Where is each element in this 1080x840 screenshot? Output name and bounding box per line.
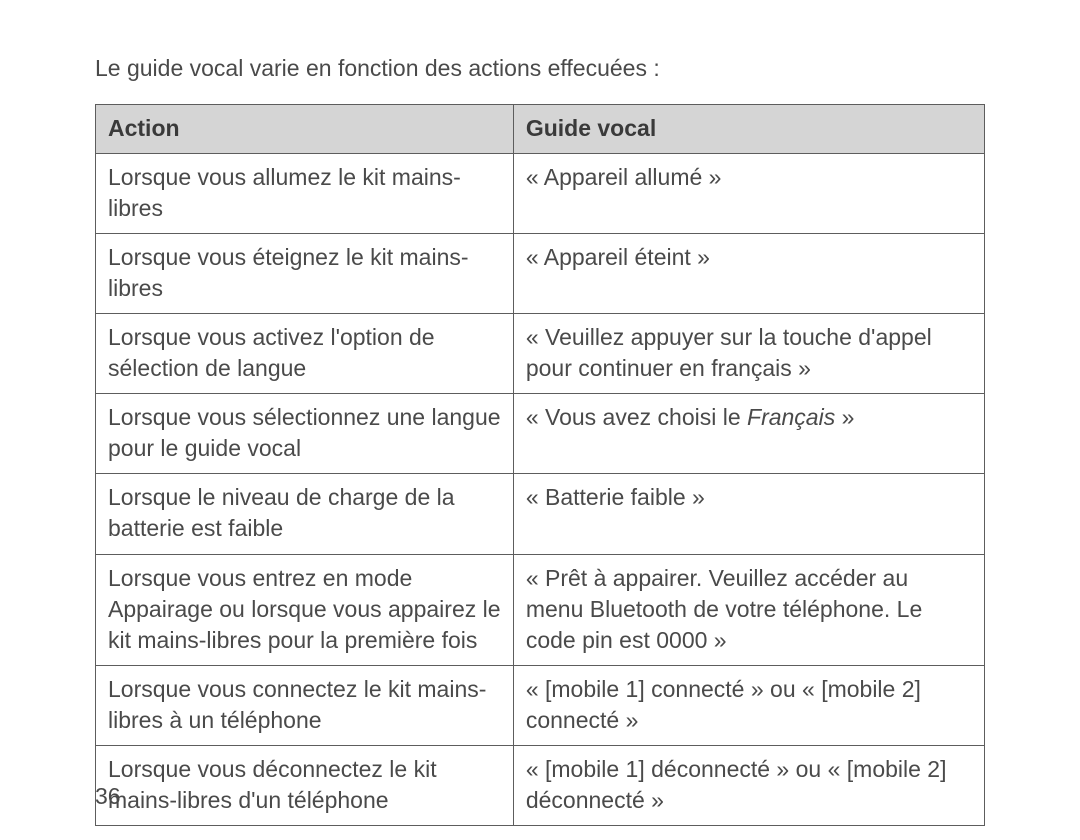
header-action: Action	[96, 105, 514, 154]
table-row: Lorsque vous éteignez le kit mains-libre…	[96, 234, 985, 314]
header-guide: Guide vocal	[513, 105, 984, 154]
cell-guide: « Veuillez appuyer sur la touche d'appel…	[513, 314, 984, 394]
cell-action: Lorsque vous éteignez le kit mains-libre…	[96, 234, 514, 314]
cell-guide: « Batterie faible »	[513, 474, 984, 554]
page-number: 36	[95, 783, 121, 810]
cell-guide: « Prêt à appairer. Veuillez accéder au m…	[513, 554, 984, 665]
intro-text: Le guide vocal varie en fonction des act…	[95, 55, 985, 82]
table-row: Lorsque vous allumez le kit mains-libres…	[96, 154, 985, 234]
cell-action: Lorsque vous déconnectez le kit mains-li…	[96, 745, 514, 825]
cell-guide: « Vous avez choisi le Français »	[513, 394, 984, 474]
table-row: Lorsque vous sélectionnez une langue pou…	[96, 394, 985, 474]
document-page: Le guide vocal varie en fonction des act…	[0, 0, 1080, 840]
table-row: Lorsque vous connectez le kit mains-libr…	[96, 665, 985, 745]
table-row: Lorsque vous entrez en mode Appairage ou…	[96, 554, 985, 665]
cell-guide: « [mobile 1] déconnecté » ou « [mobile 2…	[513, 745, 984, 825]
guide-text-suffix: »	[835, 404, 854, 430]
cell-guide: « Appareil allumé »	[513, 154, 984, 234]
cell-action: Lorsque vous entrez en mode Appairage ou…	[96, 554, 514, 665]
cell-action: Lorsque vous connectez le kit mains-libr…	[96, 665, 514, 745]
table-row: Lorsque le niveau de charge de la batter…	[96, 474, 985, 554]
cell-guide: « Appareil éteint »	[513, 234, 984, 314]
cell-action: Lorsque vous activez l'option de sélecti…	[96, 314, 514, 394]
voice-guide-table: Action Guide vocal Lorsque vous allumez …	[95, 104, 985, 826]
table-row: Lorsque vous activez l'option de sélecti…	[96, 314, 985, 394]
cell-guide: « [mobile 1] connecté » ou « [mobile 2] …	[513, 665, 984, 745]
table-row: Lorsque vous déconnectez le kit mains-li…	[96, 745, 985, 825]
guide-text-prefix: « Vous avez choisi le	[526, 404, 747, 430]
cell-action: Lorsque vous sélectionnez une langue pou…	[96, 394, 514, 474]
cell-action: Lorsque vous allumez le kit mains-libres	[96, 154, 514, 234]
guide-text-italic: Français	[747, 404, 835, 430]
table-header-row: Action Guide vocal	[96, 105, 985, 154]
cell-action: Lorsque le niveau de charge de la batter…	[96, 474, 514, 554]
